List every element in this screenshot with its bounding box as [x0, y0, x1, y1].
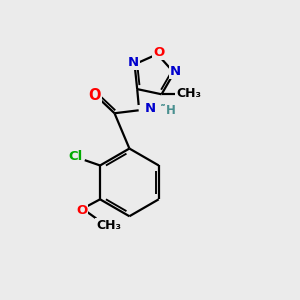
Text: O: O — [88, 88, 101, 103]
Text: N: N — [128, 56, 139, 69]
Text: Cl: Cl — [68, 150, 82, 163]
Text: O: O — [76, 204, 87, 217]
Text: N: N — [144, 102, 155, 115]
Text: CH₃: CH₃ — [176, 87, 202, 100]
Text: CH₃: CH₃ — [96, 219, 122, 232]
Text: O: O — [153, 46, 164, 59]
Text: N: N — [170, 65, 181, 78]
Text: ˜H: ˜H — [160, 104, 176, 117]
